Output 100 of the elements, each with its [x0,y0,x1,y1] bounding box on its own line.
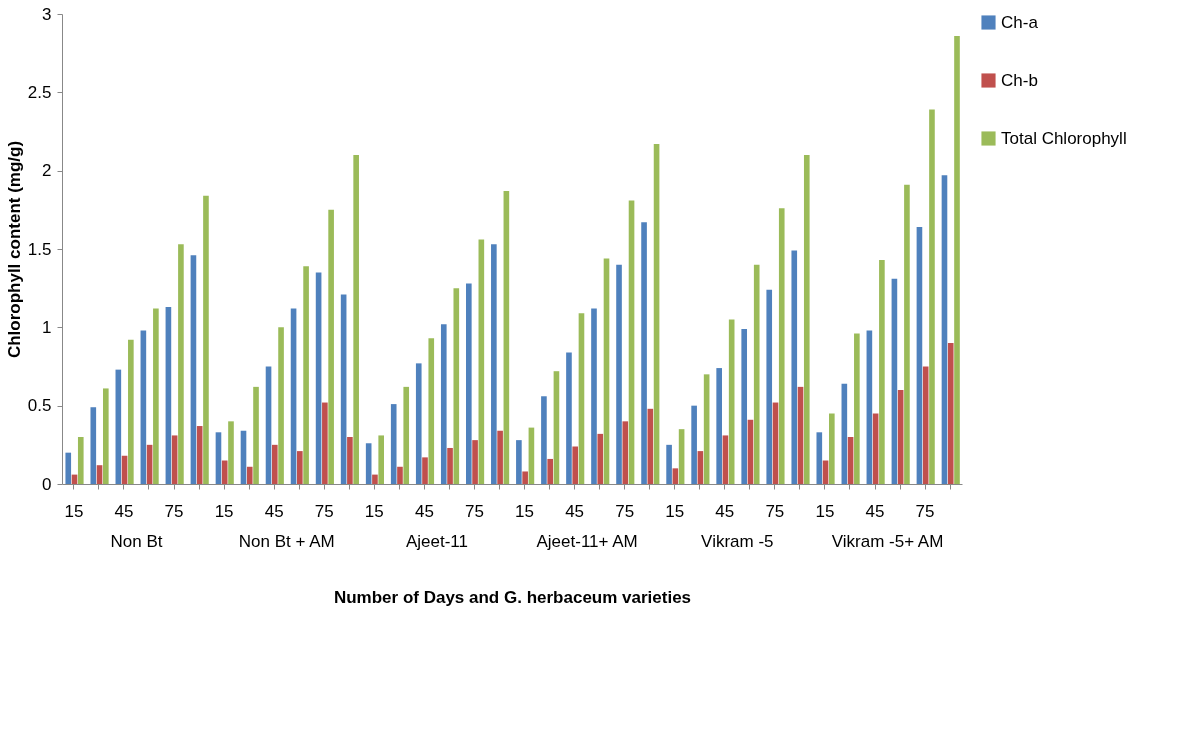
bar [128,339,134,484]
x-tick-label: 15 [515,501,534,521]
bar [102,388,109,484]
bar [572,446,579,484]
x-tick-label: 45 [264,501,284,521]
x-tick-label: 45 [715,501,735,521]
legend-label: Ch-b [1001,70,1038,90]
x-tick-label: 75 [915,501,935,521]
bar [365,443,372,484]
bar [947,343,954,484]
bar [778,208,785,484]
x-tick-label: 45 [865,501,885,521]
bar [440,324,447,484]
bar [353,155,359,484]
bar [803,155,810,484]
bar [153,308,159,484]
x-tick-label: 15 [64,501,84,521]
bar [547,458,553,484]
bar [597,433,604,484]
bar [178,244,184,484]
bar [491,244,497,484]
bar [766,289,773,484]
y-axis-title: Chlorophyll content (mg/g) [4,140,24,359]
bar [328,209,334,484]
bar [347,437,353,484]
bar [566,352,572,484]
bar [641,222,647,484]
bar [397,466,403,484]
bar [403,386,410,484]
bar [428,338,435,484]
y-tick-label: 3 [42,4,52,24]
bar [741,328,748,484]
x-tick-label: 45 [114,501,134,521]
x-tick-label: 75 [765,501,785,521]
bar [415,363,422,484]
bar [196,426,203,484]
bar [372,474,378,484]
bar [228,421,234,484]
bar [541,396,547,484]
bar [922,366,929,484]
y-tick-label: 0.5 [27,396,52,416]
bar [322,402,328,484]
y-tick-label: 2.5 [27,82,52,102]
text: Ajeet-11+ AM [536,532,638,551]
x-axis-title: Number of Days and G. herbaceum varieties [333,587,692,607]
bar [303,266,309,484]
bar [691,405,697,484]
bar [472,440,478,484]
y-tick-label: 1 [42,317,52,337]
text: Non Bt [110,532,163,551]
bar [954,35,960,484]
bar [203,195,209,484]
bar [447,447,453,484]
bar [96,465,103,484]
bar [453,288,460,484]
bar [221,460,228,484]
bar [929,109,935,484]
bar [378,435,385,484]
bar [616,264,622,484]
x-tick-label: 15 [815,501,835,521]
text: Ajeet-11 [405,532,468,551]
bar [716,368,722,484]
bar [390,404,397,484]
bar [753,264,760,484]
x-tick-label: 45 [414,501,434,521]
bar [297,451,303,484]
x-tick-label: 75 [464,501,484,521]
x-tick-label: 75 [164,501,184,521]
bar [666,444,672,484]
text: Non Bt + AM [238,532,335,551]
bar [816,432,823,484]
x-tick-label: 15 [364,501,384,521]
bar [90,407,97,484]
bar [522,471,528,484]
bar [591,308,597,484]
x-tick-label: 45 [565,501,585,521]
bar [516,440,522,484]
legend-label: Total Chlorophyll [1001,128,1127,148]
bar [672,468,679,484]
y-tick-label: 0 [42,474,52,494]
x-tick-label: 75 [314,501,334,521]
bar [497,430,503,484]
x-tick-label: 15 [214,501,234,521]
bar [271,444,278,484]
bar [278,327,284,484]
legend-label: Ch-a [1001,12,1039,32]
bar [879,259,885,484]
bar [253,386,259,484]
text: Vikram -5+ AM [831,532,944,551]
bar [829,413,835,484]
bar [77,437,84,484]
bar [246,466,253,484]
bar [65,452,72,484]
y-tick-label: 1.5 [27,239,52,259]
y-tick-label: 2 [42,161,52,181]
bar [854,333,860,484]
bar [791,250,798,484]
bar [904,184,910,484]
x-tick-label: 75 [615,501,635,521]
text: Vikram -5 [701,532,774,551]
